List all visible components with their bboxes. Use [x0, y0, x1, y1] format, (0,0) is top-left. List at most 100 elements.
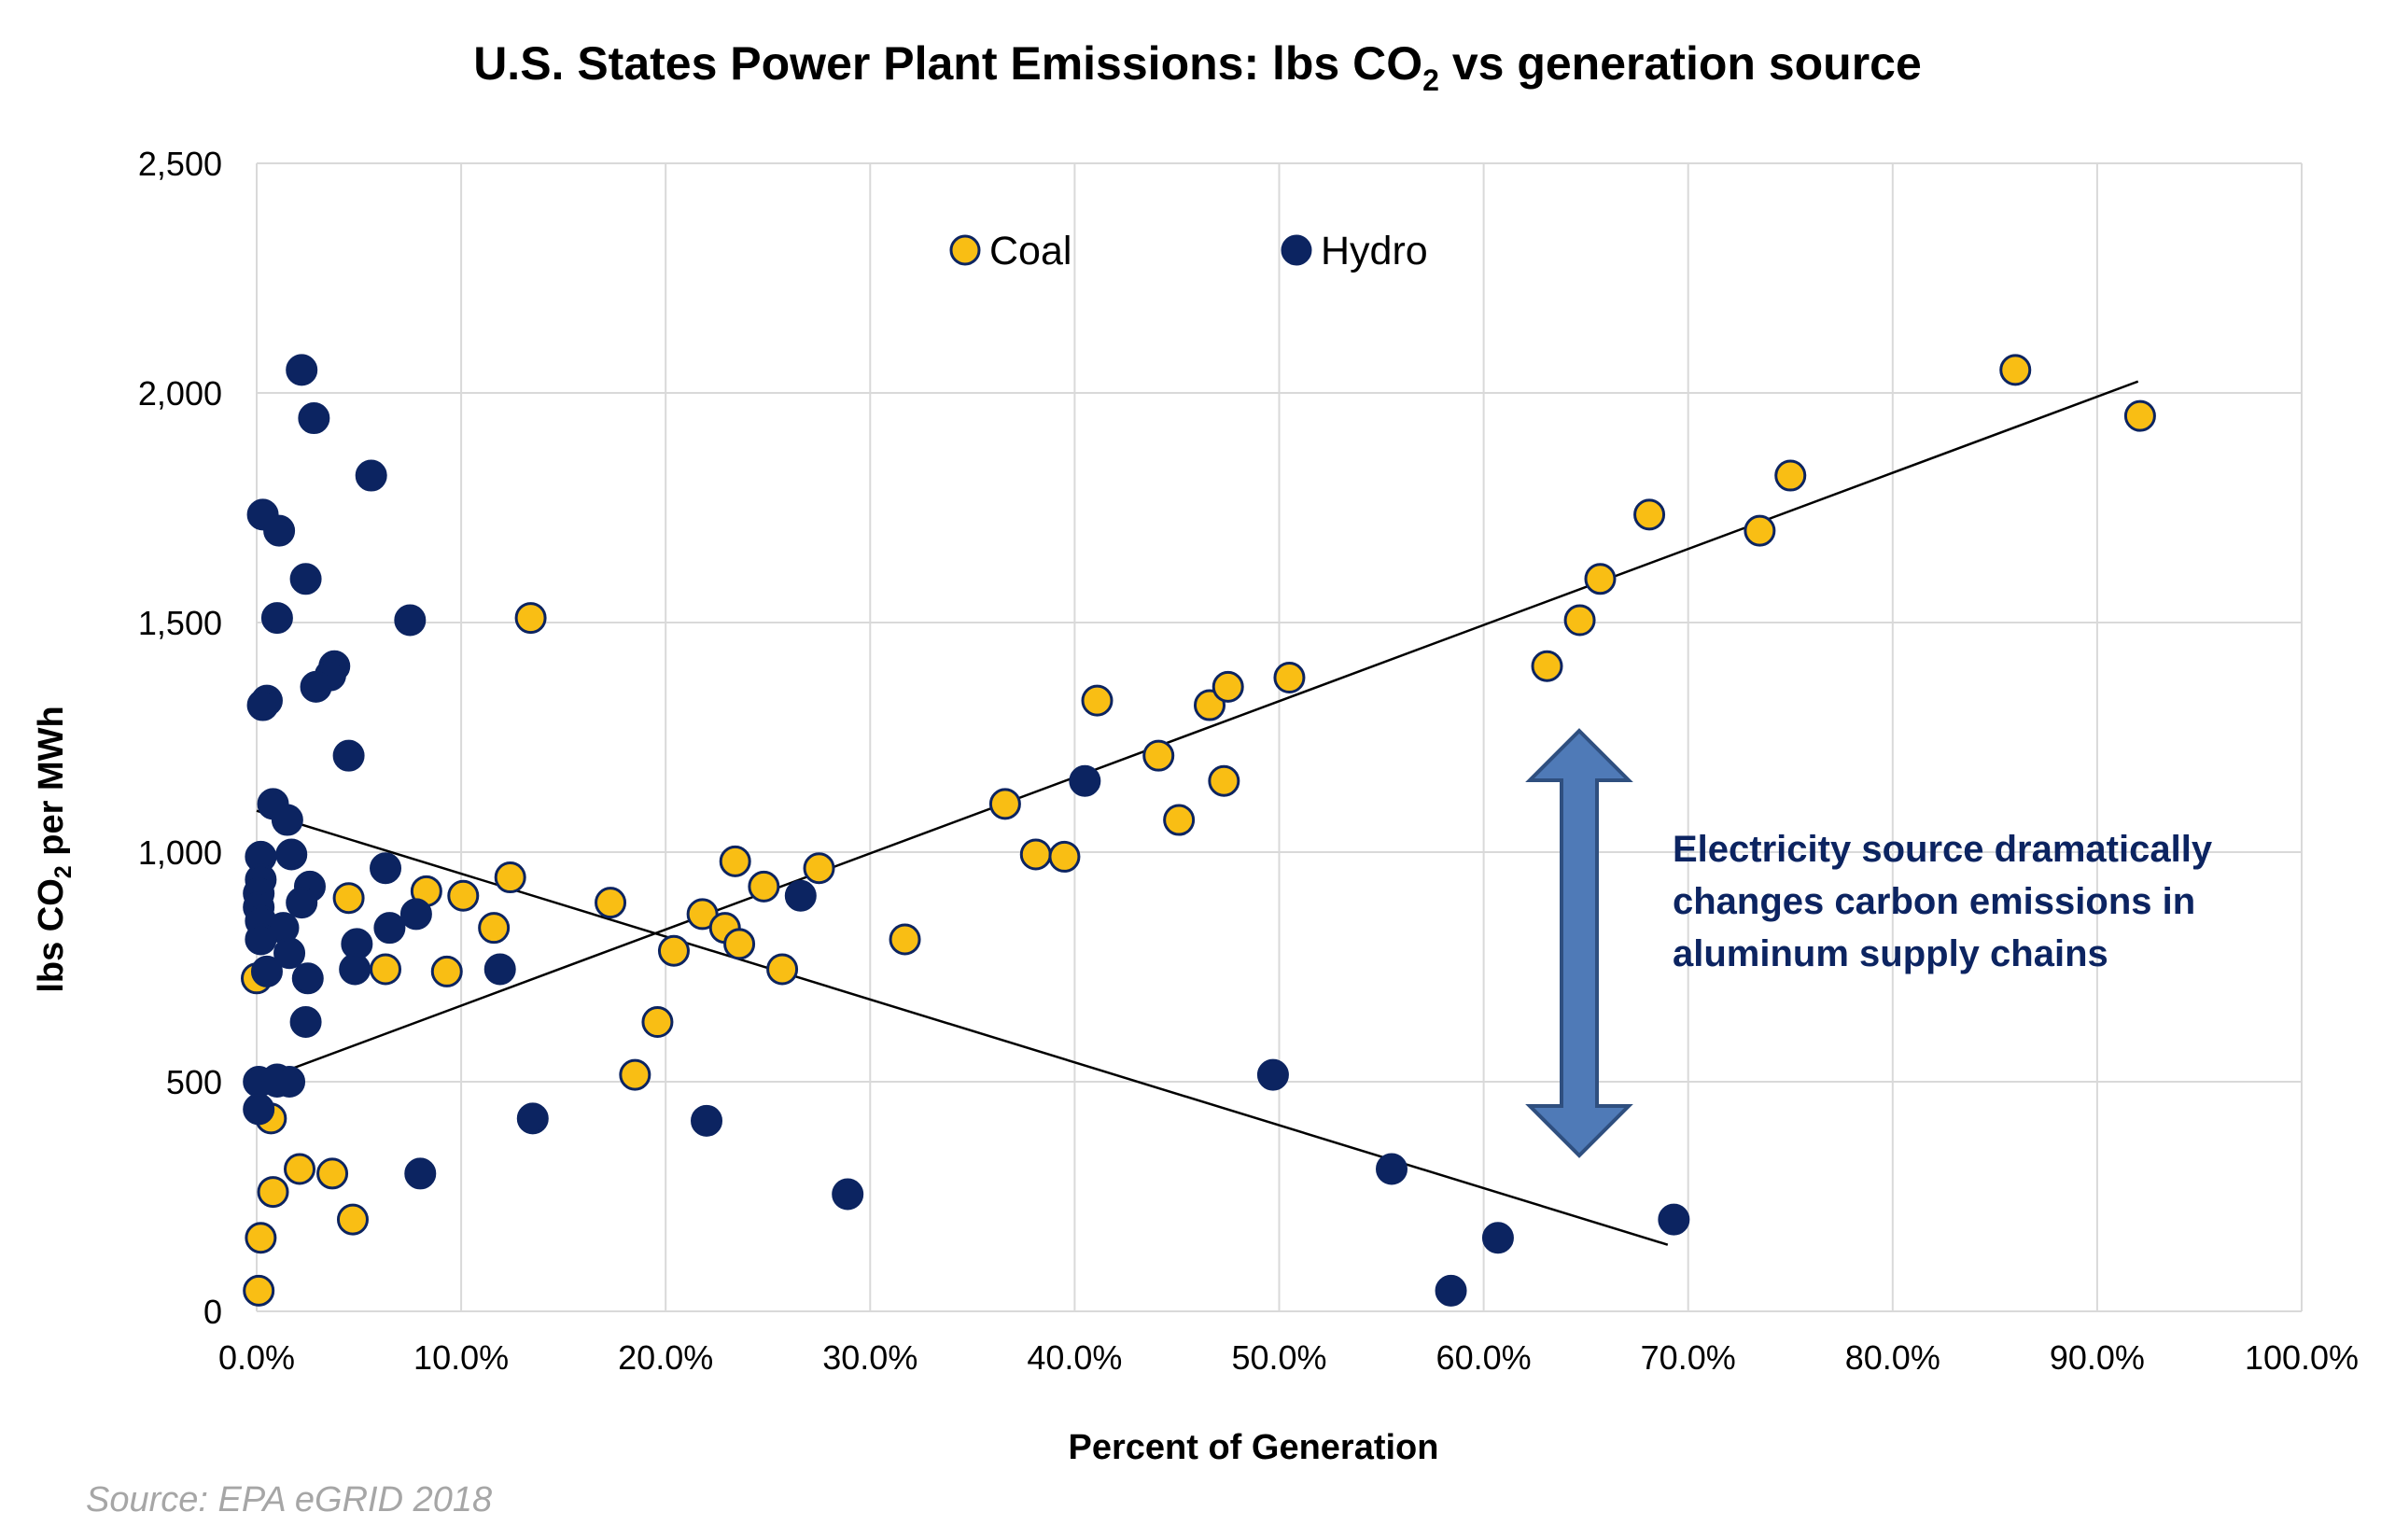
x-tick-label: 60.0%: [1436, 1338, 1532, 1377]
coal-point: [1273, 662, 1306, 694]
x-tick-label: 10.0%: [413, 1338, 509, 1377]
annotation-line-3: aluminum supply chains: [1673, 933, 2108, 974]
range-arrow: [1525, 728, 1633, 1158]
legend: Coal Hydro: [949, 229, 1428, 273]
hydro-point: [246, 689, 279, 721]
annotation-line-2: changes carbon emissions in: [1673, 881, 2195, 922]
coal-point: [1744, 514, 1776, 547]
coal-point: [336, 1203, 369, 1236]
hydro-point: [483, 953, 516, 986]
coal-point: [1633, 498, 1666, 531]
coal-point: [766, 953, 799, 986]
coal-point: [1163, 804, 1196, 836]
coal-point: [1212, 670, 1244, 703]
coal-point: [447, 879, 480, 912]
y-axis-title-suffix: per MWh: [32, 706, 71, 865]
hydro-point: [275, 838, 308, 871]
coal-point: [1019, 838, 1052, 871]
coal-point: [641, 1006, 674, 1039]
hydro-point: [286, 887, 318, 919]
y-tick-label: 2,000: [138, 374, 222, 413]
hydro-point: [243, 1093, 275, 1126]
coal-point: [1208, 764, 1240, 797]
coal-point: [370, 953, 402, 986]
coal-point: [514, 602, 547, 635]
coal-point: [257, 1176, 289, 1209]
data-points: [241, 354, 2156, 1307]
hydro-point: [271, 804, 303, 836]
chart-title-suffix: vs generation source: [1439, 37, 1922, 90]
coal-point: [889, 923, 921, 956]
coal-point: [332, 882, 365, 915]
x-axis-title: Percent of Generation: [1069, 1428, 1439, 1467]
hydro-point: [289, 1006, 322, 1039]
coal-point: [723, 928, 756, 960]
coal-point: [595, 887, 627, 919]
hydro-point: [1481, 1222, 1514, 1254]
annotation-text: Electricity source dramatically changes …: [1673, 829, 2222, 974]
axis-ticks: 0.0% 10.0% 20.0% 30.0% 40.0% 50.0% 60.0% 70.0% 8…: [138, 145, 2359, 1377]
legend-hydro-label: Hydro: [1321, 229, 1428, 273]
coal-point: [1584, 563, 1617, 595]
coal-point: [430, 955, 463, 987]
coal-point: [1081, 684, 1113, 717]
hydro-point: [516, 1102, 549, 1135]
coal-trendline: [256, 380, 2139, 1084]
x-tick-label: 40.0%: [1027, 1338, 1122, 1377]
coal-point: [1999, 354, 2032, 386]
y-tick-label: 500: [166, 1063, 222, 1101]
x-tick-label: 50.0%: [1231, 1338, 1326, 1377]
coal-point: [619, 1058, 651, 1091]
coal-point: [494, 861, 526, 894]
coal-point: [657, 934, 690, 967]
hydro-point: [250, 955, 283, 987]
hydro-point: [373, 912, 406, 945]
chart-title-prefix: U.S. States Power Plant Emissions: lbs C…: [473, 37, 1422, 90]
legend-coal-marker: [949, 234, 981, 266]
hydro-point: [300, 670, 332, 703]
coal-point: [478, 912, 511, 945]
hydro-point: [1069, 764, 1101, 797]
coal-point: [686, 898, 719, 931]
coal-point: [2123, 399, 2156, 432]
y-axis-title: lbs CO2 per MWh: [32, 706, 77, 992]
hydro-point: [1658, 1203, 1690, 1236]
y-tick-label: 2,500: [138, 145, 222, 183]
coal-point: [1048, 840, 1081, 873]
coal-point: [1531, 650, 1563, 682]
hydro-point: [1256, 1058, 1289, 1091]
y-tick-label: 1,500: [138, 604, 222, 642]
coal-point: [1142, 739, 1175, 772]
x-tick-label: 80.0%: [1845, 1338, 1940, 1377]
coal-point: [1774, 459, 1807, 492]
hydro-point: [291, 962, 324, 995]
hydro-trendline: [256, 809, 1669, 1246]
chart-title: U.S. States Power Plant Emissions: lbs C…: [473, 37, 1922, 97]
coal-point: [719, 845, 751, 877]
legend-hydro-marker: [1281, 234, 1312, 266]
coal-point: [803, 852, 835, 885]
x-tick-label: 70.0%: [1641, 1338, 1736, 1377]
source-note: Source: EPA eGRID 2018: [86, 1480, 492, 1519]
hydro-point: [832, 1178, 864, 1211]
y-tick-label: 1,000: [138, 833, 222, 872]
hydro-point: [399, 898, 432, 931]
legend-coal-label: Coal: [989, 229, 1071, 273]
hydro-point: [404, 1157, 437, 1190]
coal-point: [284, 1153, 316, 1185]
coal-point: [243, 1274, 275, 1307]
hydro-point: [245, 923, 277, 956]
x-tick-label: 30.0%: [822, 1338, 917, 1377]
hydro-point: [1376, 1153, 1408, 1185]
coal-point: [316, 1157, 349, 1190]
hydro-point: [273, 1066, 306, 1098]
hydro-point: [355, 459, 387, 492]
hydro-point: [263, 514, 296, 547]
hydro-point: [332, 739, 365, 772]
hydro-point: [273, 937, 306, 970]
annotation-line-1: Electricity source dramatically: [1673, 829, 2213, 870]
x-tick-label: 20.0%: [618, 1338, 713, 1377]
hydro-point: [339, 953, 371, 986]
